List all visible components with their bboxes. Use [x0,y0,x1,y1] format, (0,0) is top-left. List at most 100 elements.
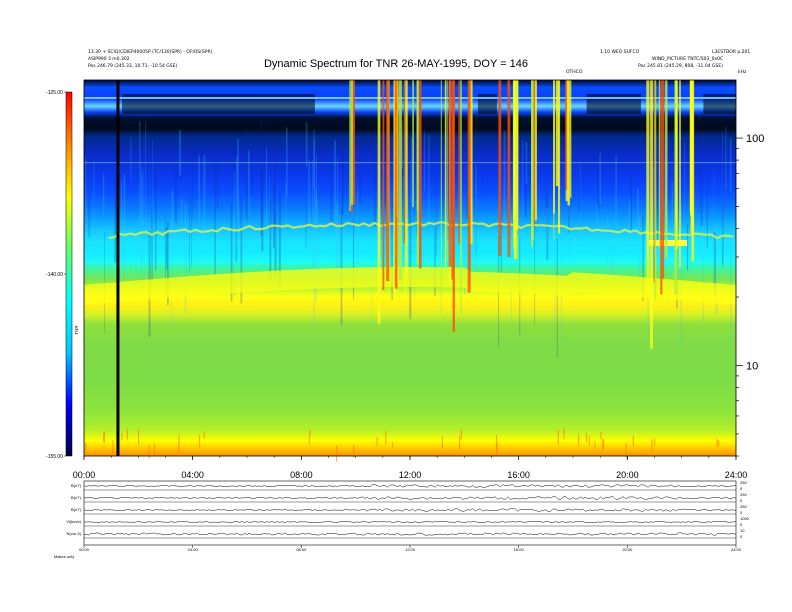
bright-emission-bar [649,240,688,246]
aux-tick-label: 0 [740,534,743,539]
texture-streak [142,169,144,262]
colorbar-tick-label: -140.00 [46,272,63,278]
time-marker-line [116,80,120,456]
burst-streak [469,80,473,245]
texture-streak [272,185,275,248]
y-tick-label: 100 [746,133,764,145]
y-axis-right [736,137,743,457]
texture-streak [706,172,708,248]
burst-streak [565,80,569,202]
speckle [458,435,461,450]
burst-streak [513,80,517,260]
header-right-position: Pos 245.81 (245.29, 808, -11.04 GSE) [638,64,723,69]
burst-streak [567,80,570,206]
burst-streak [403,80,405,244]
texture-streak [233,140,236,187]
texture-streak [235,159,238,262]
burst-streak [658,80,661,250]
texture-streak [525,148,527,218]
texture-streak [179,133,182,182]
texture-streak [423,132,425,191]
texture-streak [171,221,173,326]
texture-streak [359,150,361,205]
burst-streak [386,80,390,282]
aux-frame [83,480,737,546]
texture-streak [247,181,249,224]
aux-tick-label: 0 [740,498,743,503]
aux-x-tick-label: 08:00 [296,547,307,552]
texture-streak [337,157,339,274]
texture-streak [178,129,182,176]
texture-streak [611,230,614,278]
speckle [460,428,462,440]
texture-streak [165,227,168,270]
speckle [602,439,604,451]
burst-streak [565,80,568,190]
texture-streak [556,238,558,357]
texture-streak [313,139,316,229]
speckle [717,440,720,447]
colorbar-ticks [64,91,66,457]
texture-streak [436,175,437,255]
header-right-line1: 1.10 WEO SUFCO [600,50,640,55]
colorbar [66,92,72,456]
texture-streak [198,232,200,283]
texture-streak [401,120,403,169]
texture-streak [233,171,235,260]
texture-streak [341,141,344,215]
burst-streak [531,80,534,247]
burst-streak [448,80,452,267]
texture-streak [260,120,263,237]
texture-streak [237,138,239,218]
texture-streak [510,122,512,186]
texture-streak [334,140,336,227]
aux-panels [83,480,737,548]
burst-streak [516,80,519,230]
texture-streak [135,220,137,294]
texture-streak [121,179,123,262]
aux-tick-label: 250 [740,504,747,509]
burst-streak [412,80,414,207]
speckle [632,435,634,447]
plasma-band [84,267,736,305]
top-cyan-line [84,97,736,99]
texture-streak [235,156,238,245]
burst-streak [675,80,678,250]
burst-streak [570,80,572,198]
texture-streak [141,171,143,289]
aux-x-tick-label: 24:00 [731,547,742,552]
texture-streak [657,128,659,242]
texture-streak [681,205,682,251]
burst-streak [660,80,663,295]
aux-trace [83,508,737,512]
bottom-speckles [85,428,720,462]
speckle [103,432,105,442]
x-tick-label: 12:00 [399,470,422,480]
texture-streak [247,150,250,226]
burst-streak [440,80,442,324]
speckle [103,431,106,443]
burst-streak [398,80,402,281]
speckle [594,441,596,449]
texture-streak [181,198,183,254]
texture-streak [165,214,166,293]
texture-streak [698,162,700,214]
speckle [178,442,180,454]
texture-streak [630,172,632,232]
texture-streak [278,191,281,287]
burst-streak [654,80,657,301]
speckle [557,429,559,445]
burst-streak [444,80,447,267]
texture-streak [331,182,333,223]
texture-streak [123,174,126,287]
texture-streak [85,157,87,277]
speckle [198,435,201,448]
x-tick-label: 24:00 [725,470,748,480]
texture-streak [139,121,141,227]
speckle [203,431,205,439]
speckle [653,438,656,446]
speckle [335,445,338,462]
texture-streak [628,202,631,246]
texture-streak [578,136,581,213]
